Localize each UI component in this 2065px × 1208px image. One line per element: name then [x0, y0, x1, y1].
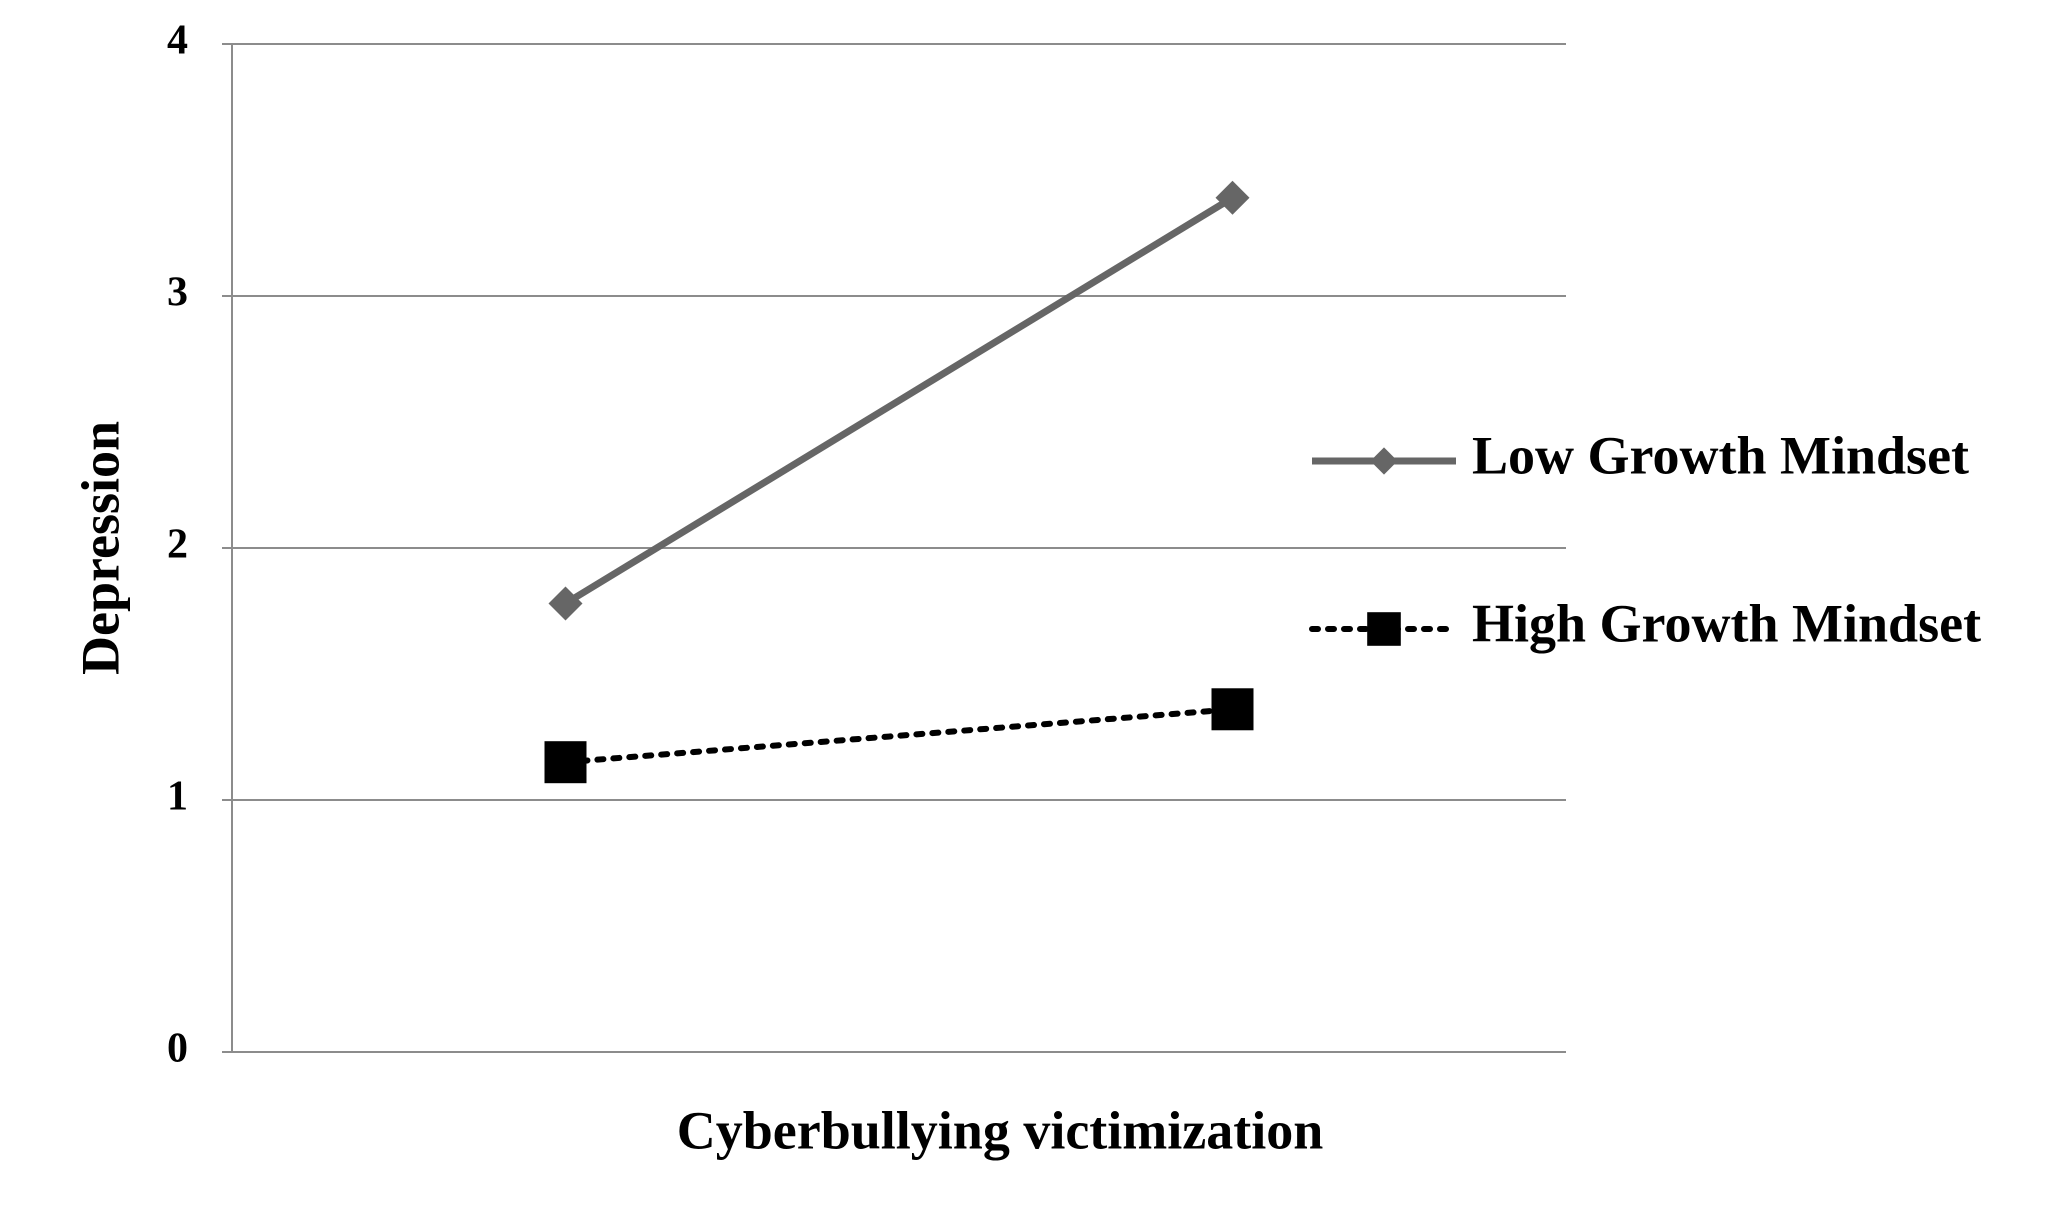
series-line — [562, 706, 1236, 766]
y-axis-title: Depression — [70, 421, 130, 675]
y-tick-label: 3 — [167, 270, 188, 316]
y-tick-label: 2 — [167, 522, 188, 568]
data-point — [544, 741, 587, 784]
y-tick-label: 1 — [167, 774, 188, 820]
data-point — [548, 586, 583, 621]
y-tick-label: 0 — [167, 1026, 188, 1072]
x-axis-title: Cyberbullying victimization — [677, 1100, 1324, 1160]
legend-label: Low Growth Mindset — [1472, 425, 1969, 485]
legend-marker — [1367, 612, 1401, 646]
data-point — [1211, 688, 1254, 731]
legend-label: High Growth Mindset — [1472, 593, 1981, 653]
data-point — [1215, 180, 1250, 215]
series-line — [563, 194, 1235, 607]
y-tick-label: 4 — [167, 18, 188, 64]
legend-marker — [1370, 447, 1398, 475]
